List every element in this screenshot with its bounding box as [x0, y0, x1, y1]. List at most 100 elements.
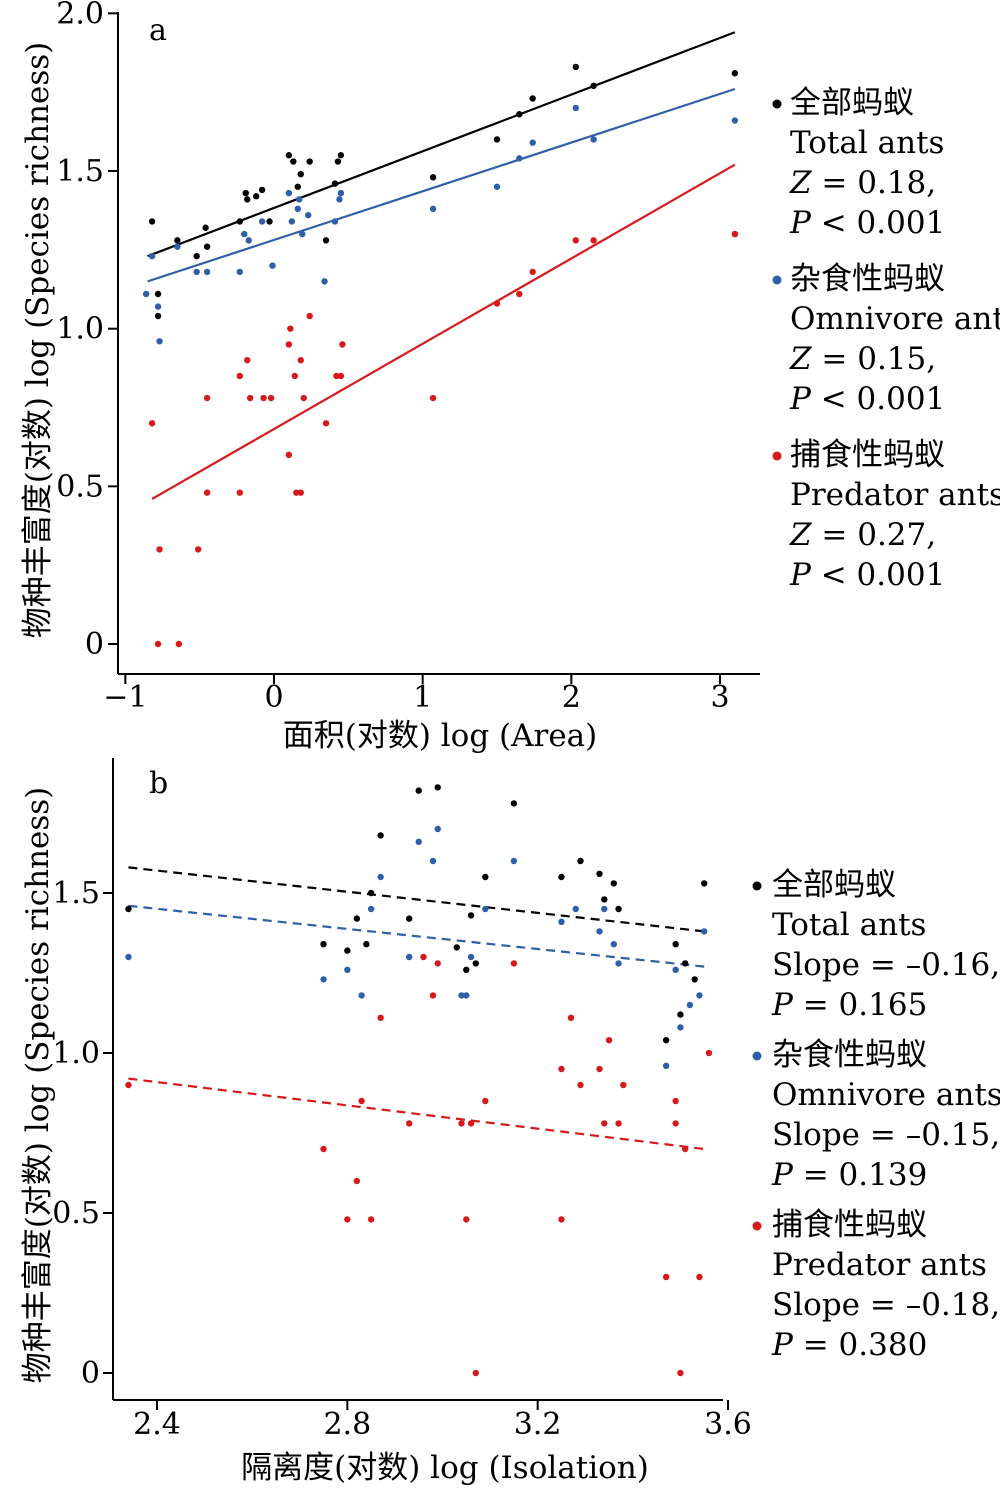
- data-point: [267, 394, 275, 402]
- legend-stat: Slope = –0.16,: [772, 947, 1000, 983]
- data-point: [156, 338, 163, 345]
- fit-line: [147, 31, 736, 258]
- data-point: [529, 139, 536, 146]
- data-point: [516, 290, 523, 298]
- data-point: [610, 941, 617, 948]
- x-axis-title: 面积(对数) log (Area): [283, 718, 598, 754]
- data-point: [662, 1062, 670, 1070]
- data-point: [142, 290, 150, 298]
- data-point: [203, 489, 211, 496]
- data-point: [434, 784, 441, 791]
- data-point: [241, 230, 248, 238]
- data-point: [672, 966, 679, 973]
- data-point: [285, 451, 293, 458]
- data-point: [590, 136, 597, 143]
- legend-marker: [772, 275, 782, 285]
- panel-a: −1 0 1 2 3 0 0.5 1.0 1.5 2.0 面积(对数) log (Area) 物种丰富…: [20, 0, 1000, 754]
- data-point: [493, 136, 501, 143]
- data-point: [482, 873, 489, 881]
- legend-pvalue: P < 0.001: [789, 205, 945, 241]
- y-tick-label: 1.0: [52, 1036, 100, 1071]
- data-point: [434, 960, 441, 967]
- data-point: [482, 905, 489, 913]
- data-point: [236, 218, 244, 225]
- data-point: [701, 880, 708, 887]
- data-point: [285, 341, 293, 348]
- data-point: [696, 1273, 703, 1281]
- data-point: [236, 268, 244, 276]
- legend-pvalue: P = 0.165: [771, 987, 927, 1023]
- data-point: [429, 857, 437, 865]
- data-point: [601, 905, 608, 913]
- data-point: [731, 117, 739, 124]
- x-tick-label: −1: [103, 680, 147, 715]
- data-point: [353, 915, 361, 922]
- data-point: [577, 857, 584, 865]
- data-point: [467, 953, 475, 961]
- x-tick-label: 2.4: [133, 1407, 181, 1442]
- legend-stat: Z = 0.27,: [789, 517, 936, 553]
- data-point: [320, 1145, 327, 1153]
- data-point: [458, 1120, 465, 1127]
- data-point: [463, 966, 470, 973]
- data-point: [125, 953, 132, 961]
- data-point: [558, 1216, 565, 1223]
- legend-stat: Slope = –0.18,: [772, 1287, 1000, 1323]
- legend-name-en: Omnivore ants: [772, 1077, 1000, 1113]
- data-point: [244, 357, 251, 364]
- data-point: [339, 341, 346, 348]
- data-point: [337, 189, 345, 197]
- data-point: [572, 905, 579, 913]
- data-point: [567, 1014, 575, 1021]
- x-tick-label: 0: [264, 680, 283, 715]
- data-point: [467, 912, 475, 919]
- data-point: [203, 394, 211, 402]
- data-point: [420, 953, 427, 961]
- data-point: [672, 941, 679, 948]
- data-point: [415, 838, 422, 845]
- data-point: [529, 268, 536, 276]
- data-point: [334, 158, 342, 165]
- y-tick-label: 0.5: [56, 469, 104, 504]
- panel-b: 2.4 2.8 3.2 3.6 0 0.5 1.0 1.5 隔离度(对数) log (Isola…: [20, 758, 1000, 1486]
- data-point: [691, 976, 698, 983]
- legend-pvalue: P < 0.001: [789, 381, 945, 417]
- data-point: [193, 252, 200, 260]
- data-point: [344, 947, 351, 954]
- data-point: [367, 889, 375, 897]
- data-point: [681, 1145, 689, 1153]
- legend-name-en: Total ants: [790, 125, 944, 161]
- y-axis-title: 物种丰富度(对数) log (Species richness): [20, 42, 56, 639]
- data-point: [174, 243, 181, 250]
- data-point: [572, 63, 579, 71]
- data-point: [358, 1097, 365, 1105]
- legend-name-cn: 捕食性蚂蚁: [772, 1207, 927, 1243]
- data-point: [363, 941, 370, 948]
- data-point: [472, 960, 480, 967]
- data-point: [516, 111, 523, 118]
- data-point: [358, 992, 365, 999]
- data-point: [125, 905, 132, 913]
- data-point: [463, 992, 470, 999]
- data-point: [194, 546, 202, 553]
- data-point: [572, 104, 579, 112]
- data-point: [260, 394, 267, 402]
- data-point: [306, 158, 313, 165]
- data-point: [296, 196, 303, 203]
- data-point: [266, 218, 273, 225]
- data-point: [294, 183, 301, 190]
- data-point: [333, 372, 340, 380]
- panel-letter: b: [149, 766, 168, 801]
- data-point: [331, 218, 339, 225]
- data-point: [429, 394, 437, 402]
- data-point: [429, 174, 437, 181]
- data-point: [297, 357, 304, 364]
- fit-line: [128, 1077, 705, 1151]
- data-point: [467, 1120, 475, 1127]
- data-point: [154, 640, 162, 648]
- data-point: [596, 928, 603, 935]
- legend-stat: Z = 0.18,: [789, 165, 936, 201]
- data-point: [482, 1097, 489, 1105]
- panel-letter: a: [149, 13, 167, 48]
